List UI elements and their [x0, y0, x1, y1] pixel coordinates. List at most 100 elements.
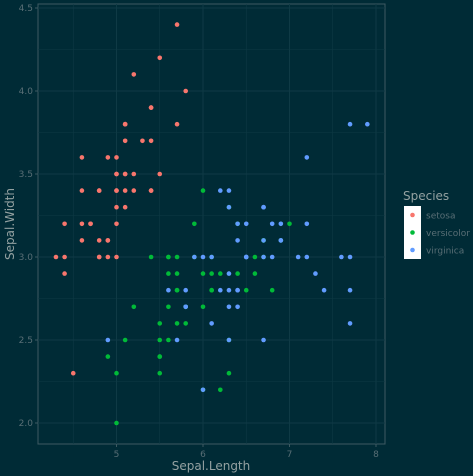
point-versicolor [192, 221, 197, 227]
point-virginica [269, 254, 275, 260]
legend-label-versicolor: versicolor [426, 229, 470, 239]
point-virginica [209, 321, 214, 326]
y-axis-label: Sepal.Width [3, 188, 17, 260]
point-setosa [148, 138, 154, 144]
point-virginica [235, 287, 240, 293]
point-virginica [261, 238, 266, 243]
point-setosa [114, 188, 119, 193]
point-setosa [148, 105, 154, 110]
point-virginica [304, 155, 310, 160]
point-setosa [131, 188, 137, 193]
point-virginica [235, 304, 240, 310]
point-setosa [183, 88, 188, 94]
point-setosa [122, 171, 128, 177]
point-virginica [183, 287, 188, 293]
point-versicolor [148, 254, 154, 260]
point-virginica [226, 304, 232, 310]
point-virginica [347, 321, 353, 326]
point-versicolor [166, 337, 171, 343]
point-setosa [79, 188, 85, 193]
point-setosa [122, 121, 128, 127]
y-axis-ticks: 2.0 2.5 3.0 3.5 4.0 4.5 [19, 4, 38, 429]
point-setosa [88, 221, 93, 227]
point-virginica [226, 271, 232, 276]
point-virginica [218, 188, 223, 193]
legend: Species setosa versicolor virginica [403, 189, 470, 259]
point-setosa [96, 238, 102, 243]
point-setosa [122, 204, 128, 210]
point-setosa [114, 254, 119, 260]
point-virginica [226, 337, 232, 343]
point-versicolor [252, 271, 258, 276]
point-virginica [209, 254, 214, 260]
point-virginica [304, 254, 310, 260]
point-setosa [122, 138, 128, 144]
point-versicolor [122, 337, 128, 343]
point-virginica [347, 121, 353, 127]
point-virginica [261, 337, 266, 343]
point-virginica [304, 221, 310, 227]
legend-key-virginica [410, 247, 415, 253]
point-virginica [243, 221, 249, 227]
y-tick-label: 3.5 [19, 170, 33, 180]
y-tick-label: 4.0 [19, 87, 34, 97]
y-tick-label: 3.0 [19, 253, 34, 263]
point-setosa [62, 271, 67, 276]
legend-title: Species [403, 189, 449, 203]
point-versicolor [105, 354, 111, 359]
point-versicolor [200, 188, 206, 193]
gridlines [38, 4, 385, 444]
y-tick-label: 4.5 [19, 4, 33, 14]
point-setosa [105, 155, 111, 160]
point-versicolor [157, 337, 163, 343]
point-virginica [269, 221, 275, 227]
point-versicolor [131, 304, 137, 310]
point-setosa [131, 72, 137, 77]
x-tick-label: 8 [373, 450, 379, 460]
point-virginica [226, 204, 232, 210]
panel-background [37, 3, 386, 445]
point-virginica [166, 287, 171, 293]
x-tick-label: 5 [114, 450, 120, 460]
point-versicolor [157, 354, 163, 359]
legend-label-virginica: virginica [426, 247, 464, 257]
point-versicolor [114, 420, 119, 426]
point-virginica [200, 254, 206, 260]
point-virginica [278, 221, 284, 227]
point-versicolor [200, 304, 206, 310]
x-tick-label: 6 [200, 450, 206, 460]
point-setosa [114, 204, 119, 210]
point-virginica [347, 254, 353, 260]
point-setosa [148, 188, 154, 193]
point-setosa [157, 55, 163, 61]
point-virginica [261, 204, 266, 210]
point-versicolor [166, 254, 171, 260]
point-versicolor [114, 370, 119, 376]
x-axis-ticks: 5 6 7 8 [114, 444, 379, 460]
legend-label-setosa: setosa [426, 212, 455, 222]
point-versicolor [174, 321, 180, 326]
point-versicolor [209, 271, 214, 276]
point-setosa [105, 254, 111, 260]
point-versicolor [174, 271, 180, 276]
point-setosa [53, 254, 59, 260]
point-virginica [278, 238, 284, 243]
point-versicolor [174, 254, 180, 260]
point-virginica [183, 304, 188, 310]
point-versicolor [209, 287, 214, 293]
point-versicolor [287, 221, 292, 227]
point-virginica [313, 271, 318, 276]
point-virginica [235, 238, 240, 243]
point-setosa [114, 221, 119, 227]
point-virginica [365, 121, 370, 127]
point-setosa [62, 221, 67, 227]
point-setosa [105, 238, 111, 243]
legend-key-setosa [410, 212, 415, 218]
point-virginica [235, 221, 240, 227]
data-points [53, 22, 370, 426]
point-versicolor [166, 304, 171, 310]
point-setosa [79, 221, 85, 227]
point-virginica [218, 287, 223, 293]
point-virginica [105, 337, 111, 343]
